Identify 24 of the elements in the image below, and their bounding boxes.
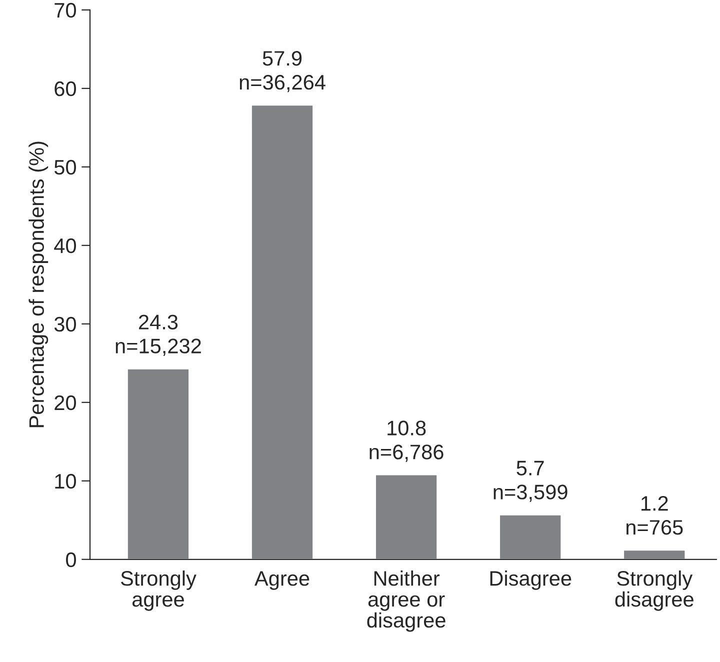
- y-tick-label: 70: [54, 2, 76, 18]
- data-label: 5.7 n=3,599: [494, 460, 568, 502]
- x-tick-label: Neither agree or disagree: [367, 570, 446, 632]
- data-label: 1.2 n=765: [626, 496, 683, 535]
- y-tick-label: 10: [55, 474, 76, 489]
- data-label: 57.9 n=36,264: [240, 50, 326, 92]
- y-tick-label: 0: [66, 552, 76, 568]
- data-label: 10.8 n=6,786: [370, 420, 444, 462]
- x-tick-label: Disagree: [490, 570, 572, 590]
- y-tick-label: 30: [54, 316, 76, 332]
- y-tick-label: 50: [54, 160, 76, 175]
- bar: [622, 549, 686, 560]
- bar: [250, 104, 314, 560]
- y-tick-label: 60: [54, 81, 76, 96]
- bar: [374, 474, 438, 560]
- x-tick-label: Agree: [254, 571, 310, 590]
- bar: [498, 514, 562, 560]
- y-tick-label: 40: [54, 238, 76, 254]
- data-label: 24.3 n=15,232: [116, 314, 201, 356]
- bar: [126, 368, 190, 560]
- x-tick-label: Strongly disagree: [615, 570, 694, 611]
- y-tick-label: 20: [54, 395, 76, 410]
- y-axis-title: Percentage of respondents (%): [28, 142, 48, 428]
- x-tick-label: Strongly agree: [120, 570, 196, 611]
